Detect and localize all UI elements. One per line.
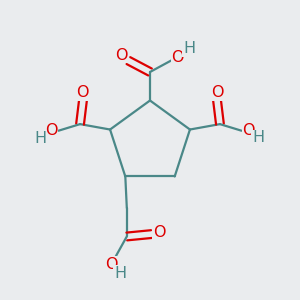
Text: O: O: [106, 256, 118, 272]
Text: O: O: [242, 123, 255, 138]
Text: H: H: [34, 131, 46, 146]
Text: H: H: [114, 266, 126, 281]
Text: O: O: [211, 85, 224, 100]
Text: O: O: [171, 50, 184, 65]
Text: H: H: [252, 130, 264, 146]
Text: O: O: [153, 225, 166, 240]
Text: O: O: [116, 48, 128, 63]
Text: O: O: [45, 123, 58, 138]
Text: O: O: [76, 85, 89, 100]
Text: H: H: [183, 41, 195, 56]
